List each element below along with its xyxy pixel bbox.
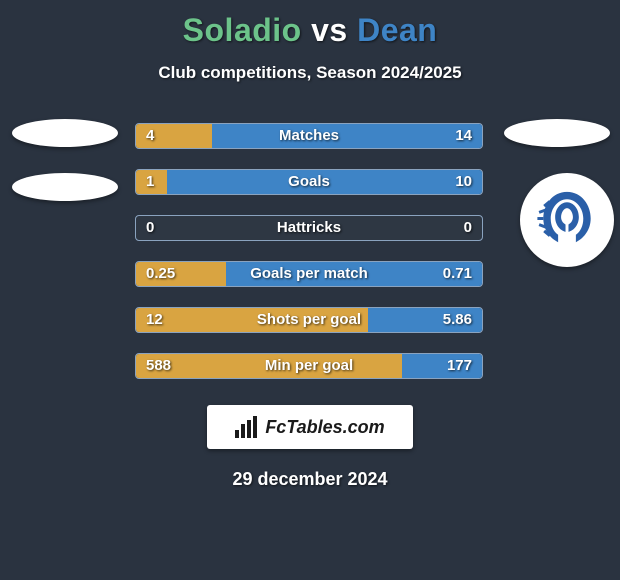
stat-right-value: 0.71: [443, 262, 472, 286]
stat-right-value: 5.86: [443, 308, 472, 332]
stat-metric-label: Min per goal: [136, 354, 482, 378]
stat-metric-label: Hattricks: [136, 216, 482, 240]
stat-right-value: 14: [455, 124, 472, 148]
stat-row: 4Matches14: [135, 123, 483, 149]
stat-row: 588Min per goal177: [135, 353, 483, 379]
bars-icon: [235, 416, 259, 438]
stat-row: 12Shots per goal5.86: [135, 307, 483, 333]
stat-metric-label: Goals: [136, 170, 482, 194]
stat-right-value: 10: [455, 170, 472, 194]
stat-right-value: 177: [447, 354, 472, 378]
left-badge-column: [6, 119, 124, 227]
comparison-panel: 4Matches14 1Goals10 0Hattricks0 0.25Goals p…: [0, 119, 620, 399]
stat-metric-label: Shots per goal: [136, 308, 482, 332]
right-badge-ellipse: [504, 119, 610, 147]
team-crest: [520, 173, 614, 267]
subtitle: Club competitions, Season 2024/2025: [0, 63, 620, 83]
stat-row: 1Goals10: [135, 169, 483, 195]
player1-name: Soladio: [183, 12, 302, 48]
stat-metric-label: Goals per match: [136, 262, 482, 286]
player2-name: Dean: [357, 12, 437, 48]
stat-row: 0.25Goals per match0.71: [135, 261, 483, 287]
left-badge-ellipse-1: [12, 119, 118, 147]
brand-logo[interactable]: FcTables.com: [207, 405, 413, 449]
brand-text: FcTables.com: [265, 417, 384, 438]
stat-metric-label: Matches: [136, 124, 482, 148]
right-badge-column: [496, 119, 614, 267]
chief-head-icon: [530, 183, 604, 257]
stat-row: 0Hattricks0: [135, 215, 483, 241]
page-title: Soladio vs Dean: [0, 0, 620, 49]
stat-bars: 4Matches14 1Goals10 0Hattricks0 0.25Goals p…: [135, 123, 483, 399]
date-label: 29 december 2024: [0, 469, 620, 490]
stat-right-value: 0: [464, 216, 472, 240]
vs-label: vs: [311, 12, 348, 48]
left-badge-ellipse-2: [12, 173, 118, 201]
